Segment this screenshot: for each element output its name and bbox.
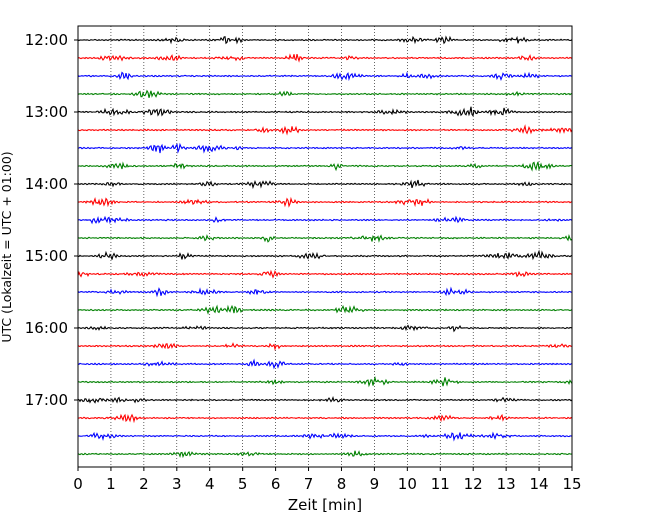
x-tick-label: 2	[139, 475, 149, 493]
trace-1515	[77, 269, 573, 279]
x-tick-label: 12	[464, 475, 483, 493]
y-axis-ticks: 12:00 13:00 14:00 15:00 16:00 17:00	[25, 31, 78, 409]
x-tick-label: 6	[271, 475, 281, 493]
y-tick-label: 14:00	[25, 175, 68, 193]
trace-1500	[77, 249, 573, 261]
x-tick-label: 1	[106, 475, 116, 493]
x-tick-label: 5	[238, 475, 248, 493]
plot-frame	[77, 25, 573, 468]
y-tick-label: 13:00	[25, 103, 68, 121]
trace-1730	[77, 431, 573, 442]
x-tick-label: 15	[562, 475, 581, 493]
trace-1530	[77, 286, 573, 298]
trace-1545	[77, 304, 573, 315]
x-tick-label: 14	[530, 475, 549, 493]
x-tick-label: 13	[497, 475, 516, 493]
x-tick-label: 8	[337, 475, 347, 493]
trace-1230	[77, 71, 573, 82]
y-tick-label: 17:00	[25, 391, 68, 409]
trace-1300	[77, 106, 573, 117]
trace-1430	[77, 215, 573, 225]
trace-1615	[77, 342, 573, 351]
trace-1415	[77, 196, 573, 208]
trace-1715	[77, 413, 573, 424]
x-tick-label: 4	[205, 475, 215, 493]
trace-1445	[77, 233, 573, 243]
y-tick-label: 15:00	[25, 247, 68, 265]
trace-1215	[77, 53, 573, 63]
trace-1315	[77, 124, 573, 136]
trace-1330	[77, 142, 573, 154]
trace-1345	[77, 161, 573, 172]
x-axis-label: Zeit [min]	[288, 496, 362, 514]
trace-1630	[77, 358, 573, 370]
trace-1245	[77, 89, 573, 98]
x-tick-label: 9	[370, 475, 380, 493]
x-axis-ticks: 0 1 2 3 4 5 6 7 8 9 10 11 12 13 14 15	[73, 467, 582, 493]
x-tick-label: 7	[304, 475, 314, 493]
x-tick-label: 0	[73, 475, 83, 493]
x-tick-label: 11	[431, 475, 450, 493]
y-axis-label: UTC (Lokalzeit = UTC + 01:00)	[0, 151, 14, 342]
trace-1600	[77, 324, 573, 333]
trace-1200	[77, 35, 573, 45]
x-tick-label: 10	[398, 475, 417, 493]
seismic-traces	[77, 35, 573, 459]
trace-1645	[77, 375, 573, 388]
trace-1745	[77, 450, 573, 459]
y-tick-label: 12:00	[25, 31, 68, 49]
trace-1400	[77, 179, 573, 190]
y-tick-label: 16:00	[25, 319, 68, 337]
x-tick-label: 3	[172, 475, 182, 493]
trace-1700	[77, 396, 573, 404]
